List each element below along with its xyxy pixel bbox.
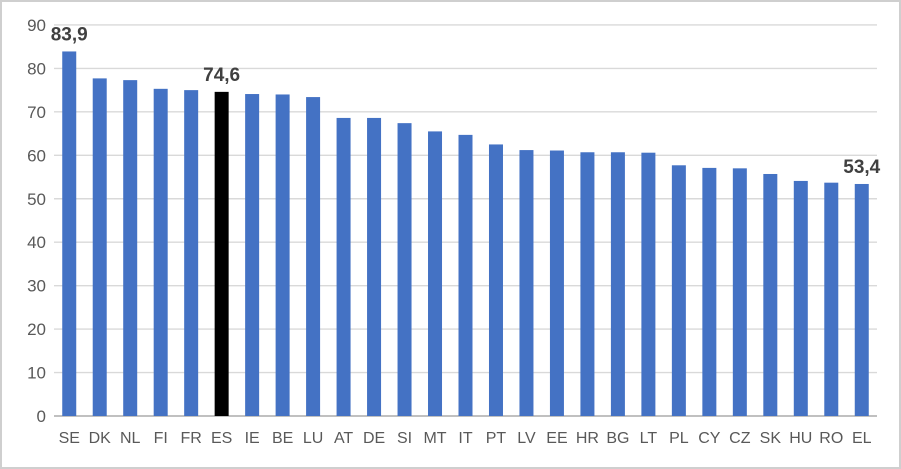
x-label-PT: PT [486, 430, 507, 447]
bar-HU [793, 180, 808, 416]
bar-DE [367, 117, 382, 417]
y-tick-label-40: 40 [27, 233, 46, 252]
x-label-BE: BE [272, 430, 293, 447]
x-label-LT: LT [640, 430, 658, 447]
x-label-PL: PL [669, 430, 689, 447]
bar-IE [245, 94, 260, 417]
x-label-IT: IT [458, 430, 472, 447]
x-label-CY: CY [698, 430, 721, 447]
x-label-SK: SK [760, 430, 782, 447]
x-label-EE: EE [546, 430, 567, 447]
x-label-DK: DK [89, 430, 112, 447]
bar-BG [610, 152, 625, 417]
y-tick-label-90: 90 [27, 16, 46, 35]
x-label-FR: FR [181, 430, 202, 447]
x-label-DE: DE [363, 430, 385, 447]
y-tick-label-20: 20 [27, 320, 46, 339]
y-tick-label-30: 30 [27, 277, 46, 296]
x-label-BG: BG [606, 430, 629, 447]
x-label-FI: FI [154, 430, 168, 447]
x-label-CZ: CZ [729, 430, 751, 447]
y-tick-label-50: 50 [27, 190, 46, 209]
bar-DK [92, 78, 107, 417]
bar-BE [275, 94, 290, 416]
bar-CZ [732, 168, 747, 416]
bar-SE [62, 51, 77, 416]
bar-ES [214, 91, 229, 416]
bar-AT [336, 117, 351, 417]
bar-FI [153, 88, 168, 416]
y-tick-label-60: 60 [27, 146, 46, 165]
y-tick-label-70: 70 [27, 103, 46, 122]
x-label-EL: EL [852, 430, 872, 447]
bar-HR [580, 152, 595, 417]
x-label-HU: HU [789, 430, 812, 447]
y-tick-label-80: 80 [27, 59, 46, 78]
bar-EE [549, 150, 564, 416]
x-label-LU: LU [303, 430, 323, 447]
bar-SK [763, 173, 778, 416]
data-label-ES: 74,6 [203, 65, 240, 86]
x-label-SE: SE [59, 430, 80, 447]
bar-FR [184, 90, 199, 416]
data-label-SE: 83,9 [51, 24, 88, 45]
x-label-RO: RO [819, 430, 843, 447]
bar-SI [397, 123, 412, 416]
bar-LT [641, 152, 656, 416]
bar-PL [671, 165, 686, 416]
bar-PT [488, 144, 503, 416]
bar-LU [306, 97, 321, 417]
bar-NL [123, 80, 138, 416]
bar-RO [824, 182, 839, 416]
y-tick-label-0: 0 [37, 407, 46, 426]
x-label-AT: AT [334, 430, 353, 447]
x-label-NL: NL [120, 430, 141, 447]
x-label-SI: SI [397, 430, 412, 447]
x-label-LV: LV [517, 430, 536, 447]
bar-IT [458, 134, 473, 417]
x-label-HR: HR [576, 430, 599, 447]
x-label-MT: MT [423, 430, 446, 447]
bar-EL [854, 183, 869, 416]
bar-MT [428, 131, 443, 416]
x-label-ES: ES [211, 430, 232, 447]
data-label-EL: 53,4 [843, 157, 880, 178]
x-label-IE: IE [245, 430, 260, 447]
bar-CY [702, 167, 717, 416]
bar-LV [519, 150, 534, 416]
y-tick-label-10: 10 [27, 364, 46, 383]
